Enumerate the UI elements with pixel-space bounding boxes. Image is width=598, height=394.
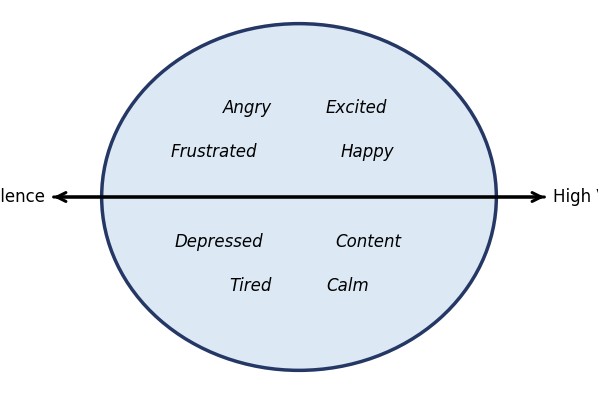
Text: Happy: Happy xyxy=(341,143,395,161)
Text: Angry: Angry xyxy=(223,99,272,117)
Text: Content: Content xyxy=(335,233,401,251)
Text: Tired: Tired xyxy=(230,277,272,295)
Text: Depressed: Depressed xyxy=(175,233,263,251)
Text: Low Valence: Low Valence xyxy=(0,188,45,206)
Text: Excited: Excited xyxy=(326,99,388,117)
Ellipse shape xyxy=(102,24,496,370)
Text: Calm: Calm xyxy=(326,277,368,295)
Text: High Valence: High Valence xyxy=(553,188,598,206)
Text: Frustrated: Frustrated xyxy=(170,143,257,161)
